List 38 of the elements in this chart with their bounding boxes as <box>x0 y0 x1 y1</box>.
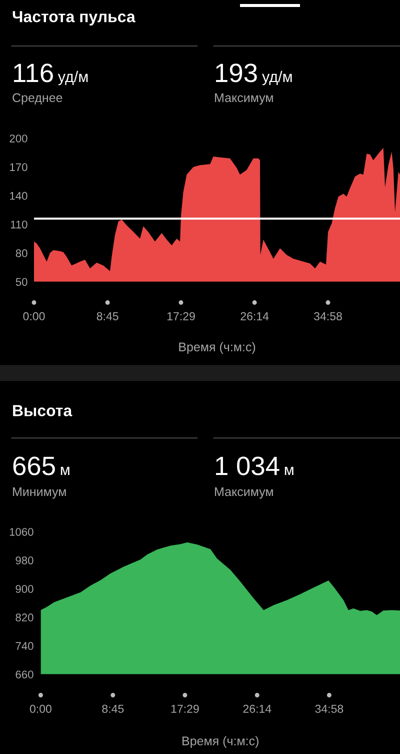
text: уд/м <box>58 70 88 86</box>
text: Максимум <box>215 487 273 499</box>
text: Максимум <box>215 93 273 105</box>
x-tick-label: 26:14 <box>240 312 269 320</box>
y-tick-label: 170 <box>10 163 28 172</box>
y-tick-label: 1060 <box>10 528 34 536</box>
y-tick-label: 740 <box>16 642 34 650</box>
text: м <box>284 466 294 475</box>
y-tick-label: 140 <box>10 192 28 200</box>
x-tick-label: 0:00 <box>23 312 45 320</box>
y-tick-label: 980 <box>16 556 34 564</box>
x-axis-title: Время (ч:м:с) <box>179 342 256 354</box>
x-tick-label: 34:58 <box>315 704 344 713</box>
y-tick-label: 80 <box>16 249 28 258</box>
text: 665 <box>13 456 55 476</box>
chart-title: Высота <box>13 405 72 416</box>
text: 1 034 <box>216 456 280 476</box>
text: уд/м <box>262 70 292 86</box>
text: м <box>60 466 70 475</box>
text: Минимум <box>13 487 66 499</box>
x-tick-label: 26:14 <box>243 704 272 713</box>
y-tick-label: 200 <box>10 134 28 142</box>
x-tick-label: 8:45 <box>102 704 124 713</box>
x-tick-label: 34:58 <box>314 312 342 320</box>
chart-title: Частота пульса <box>12 11 136 26</box>
y-tick-label: 900 <box>16 585 34 593</box>
text: 193 <box>216 64 257 82</box>
x-tick-label: 17:29 <box>167 312 195 320</box>
y-tick-label: 660 <box>16 670 34 678</box>
y-tick-label: 820 <box>16 614 34 622</box>
text: 116 <box>14 64 53 82</box>
x-axis-title: Время (ч:м:с) <box>182 736 258 748</box>
x-tick-label: 17:29 <box>171 704 199 713</box>
x-tick-label: 8:45 <box>96 312 118 320</box>
x-tick-label: 0:00 <box>30 704 52 713</box>
y-tick-label: 50 <box>16 278 28 286</box>
text: Среднее <box>12 93 62 105</box>
y-tick-label: 110 <box>10 220 28 228</box>
